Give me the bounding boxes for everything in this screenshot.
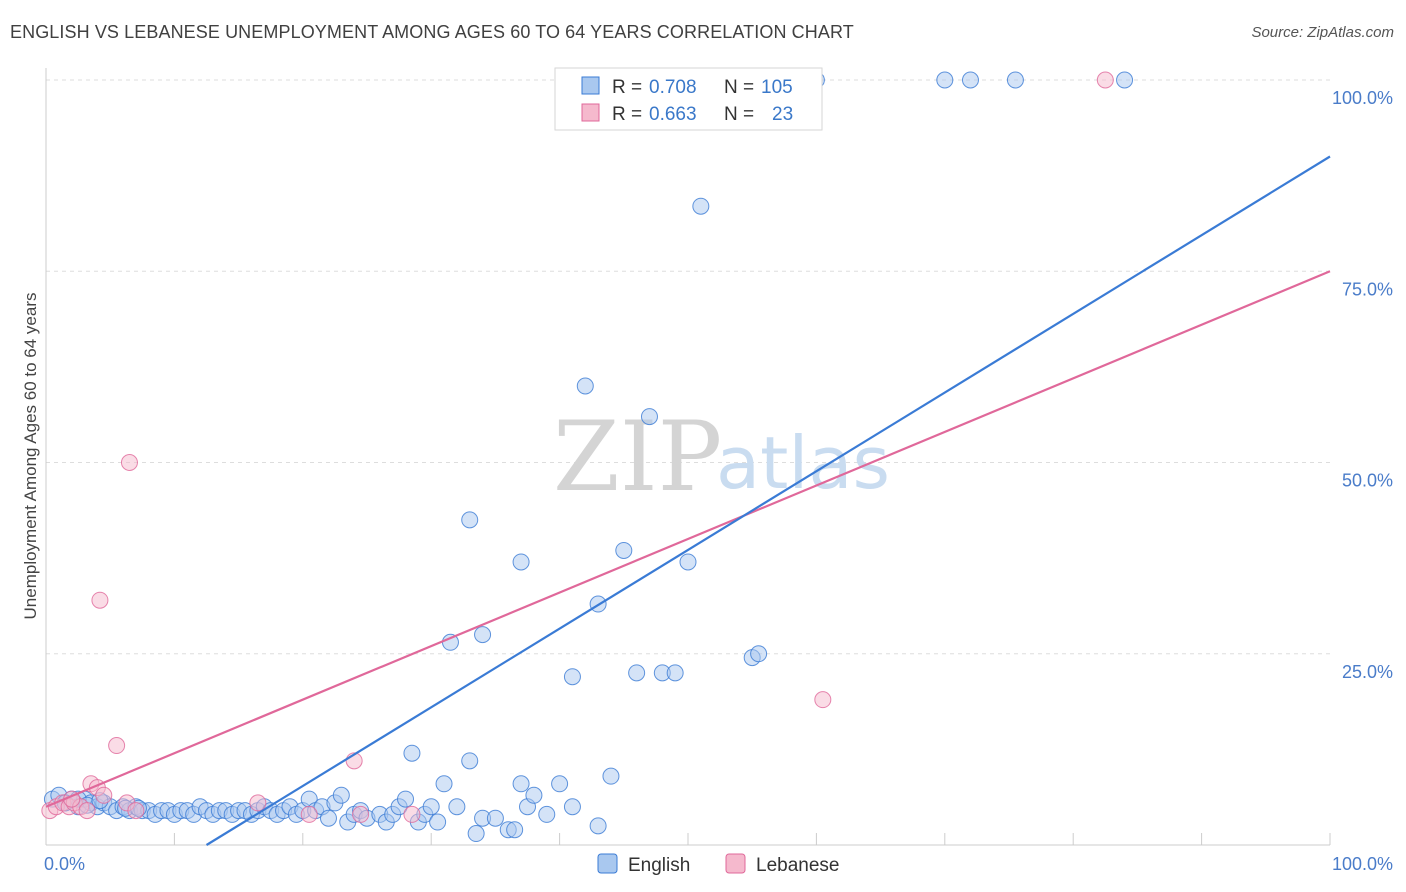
english-point (448, 798, 466, 816)
watermark-atlas: atlas (716, 421, 890, 505)
chart-title: ENGLISH VS LEBANESE UNEMPLOYMENT AMONG A… (10, 22, 854, 42)
english-trend-line (205, 155, 1331, 846)
english-point (486, 809, 504, 827)
lebanese-point (78, 802, 96, 820)
english-point (589, 817, 607, 835)
lebanese-point (1096, 71, 1114, 89)
legend-english-n-value: 105 (761, 77, 793, 98)
english-point (422, 798, 440, 816)
lebanese-point (127, 802, 145, 820)
lebanese-point (814, 691, 832, 709)
english-point (679, 553, 697, 571)
english-legend-swatch (597, 853, 618, 874)
lebanese-point (120, 454, 138, 471)
english-point (538, 805, 556, 823)
trend-lines (45, 155, 1331, 846)
english-point (563, 668, 581, 686)
english-point (319, 809, 337, 827)
lebanese-point (91, 591, 109, 609)
english-point (551, 775, 569, 793)
y-tick-label-3: 100.0% (1332, 88, 1393, 108)
x-tick-label-0: 0.0% (44, 854, 85, 874)
legend-english-n-label: N = (724, 77, 754, 98)
english-point (628, 664, 646, 682)
english-point (1116, 71, 1134, 89)
y-tick-label-0: 25.0% (1342, 662, 1393, 682)
english-point (615, 541, 633, 559)
english-point (461, 752, 479, 770)
english-swatch (581, 76, 600, 95)
english-point (961, 71, 979, 89)
lebanese-point (352, 805, 370, 823)
english-point (435, 775, 453, 793)
english-point (506, 821, 524, 839)
english-point (512, 553, 530, 571)
english-point (666, 664, 684, 682)
english-point (461, 511, 479, 529)
y-tick-label-2: 75.0% (1342, 279, 1393, 299)
english-point (750, 645, 768, 663)
lebanese-legend-label: Lebanese (756, 855, 839, 876)
correlation-legend: R = 0.708 N = 105 R = 0.663 N = 23 (554, 67, 823, 131)
y-axis-ticks: 25.0% 50.0% 75.0% 100.0% (1332, 88, 1393, 682)
english-point (467, 825, 485, 843)
legend-english-r-label: R = (612, 77, 642, 98)
english-point (576, 377, 594, 395)
lebanese-point (300, 805, 318, 823)
english-point (640, 408, 658, 426)
lebanese-point (403, 805, 421, 823)
english-point (403, 744, 421, 762)
english-point (474, 626, 492, 644)
lebanese-swatch (581, 103, 600, 122)
lebanese-point (95, 786, 113, 804)
source-label: Source: ZipAtlas.com (1251, 24, 1394, 41)
legend-lebanese-n-label: N = (724, 104, 754, 125)
english-legend-label: English (628, 855, 690, 876)
english-point (525, 786, 543, 804)
lebanese-point (108, 737, 126, 755)
english-point (397, 790, 415, 808)
english-point (1006, 71, 1024, 89)
y-tick-label-1: 50.0% (1342, 471, 1393, 491)
english-point (332, 786, 350, 804)
lebanese-trend-line (45, 270, 1331, 808)
lebanese-point (249, 794, 267, 812)
series-legend: English Lebanese (597, 853, 839, 876)
watermark-zip: ZIP (553, 401, 722, 513)
english-point (512, 775, 530, 793)
legend-english-r-value: 0.708 (649, 77, 697, 98)
english-point (429, 813, 447, 831)
english-point (692, 197, 710, 215)
legend-lebanese-r-value: 0.663 (649, 104, 697, 125)
legend-lebanese-r-label: R = (612, 104, 642, 125)
english-point (602, 767, 620, 785)
lebanese-points (41, 71, 1114, 823)
legend-lebanese-n-value: 23 (772, 104, 793, 125)
lebanese-legend-swatch (725, 853, 746, 874)
english-point (563, 798, 581, 816)
x-axis-ticks: 0.0% 100.0% (44, 854, 1393, 874)
english-point (936, 71, 954, 89)
y-axis-label: Unemployment Among Ages 60 to 64 years (21, 293, 40, 620)
x-tick-label-1: 100.0% (1332, 854, 1393, 874)
